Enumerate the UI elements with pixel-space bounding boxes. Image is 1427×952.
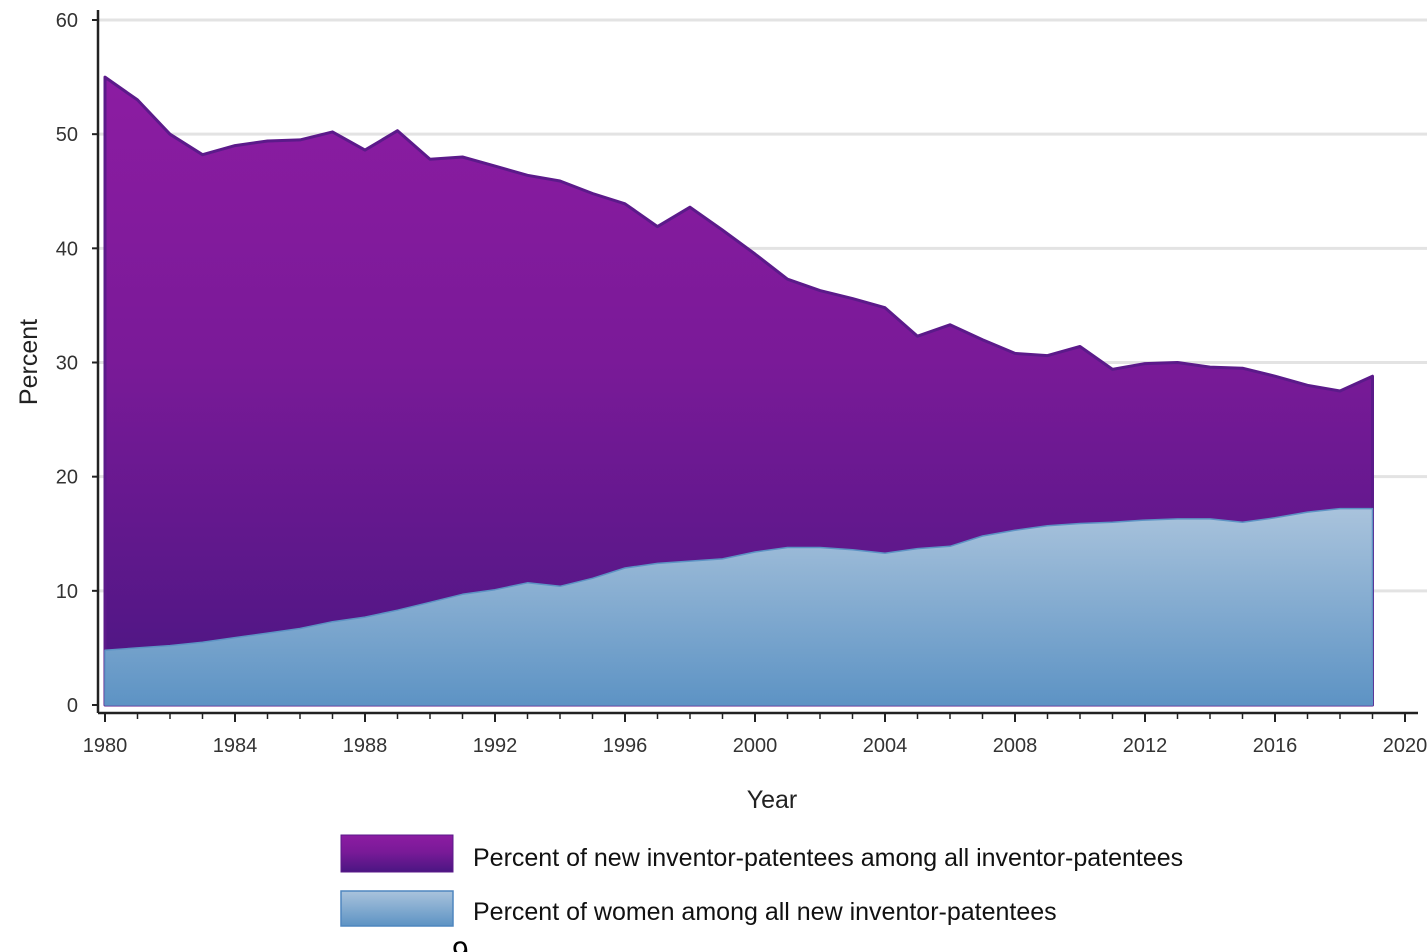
y-axis-ticks: 0 10 20 30 40 50 60 [56,10,98,717]
x-tick-label: 1992 [473,735,518,757]
x-tick-label: 2004 [863,735,908,757]
y-tick-label: 0 [67,695,78,717]
y-tick-label: 10 [56,581,78,603]
y-tick-label: 30 [56,353,78,375]
area-women [104,507,1374,706]
x-tick-label: 2020 [1383,735,1427,757]
legend-item-new-inventors: Percent of new inventor-patentees among … [340,834,1183,873]
x-tick-label: 2008 [993,735,1038,757]
legend-label-women: Percent of women among all new inventor-… [473,898,1057,926]
x-tick-label: 2012 [1123,735,1168,757]
x-tick-label: 1984 [213,735,258,757]
y-tick-label: 40 [56,238,78,260]
legend-item-women: Percent of women among all new inventor-… [340,890,1057,927]
x-axis-ticks: 1980 1984 1988 1992 1996 2000 2004 2008 2012 2016… [83,713,1427,757]
x-tick-label: 1988 [343,735,388,757]
legend: Percent of new inventor-patentees among … [340,834,1183,927]
y-tick-label: 50 [56,124,78,146]
y-tick-label: 20 [56,467,78,489]
legend-label-new-inventors: Percent of new inventor-patentees among … [473,844,1183,872]
legend-swatch-women [340,890,454,927]
legend-swatch-new-inventors [340,834,454,873]
x-tick-label: 1980 [83,735,128,757]
x-tick-label: 2000 [733,735,778,757]
x-tick-label: 1996 [603,735,648,757]
y-axis-title: Percent [15,319,43,405]
x-axis-title: Year [747,786,798,814]
y-tick-label: 60 [56,10,78,32]
x-tick-label: 2016 [1253,735,1298,757]
area-series [103,75,1374,707]
stray-glyph: 9 [452,936,469,952]
